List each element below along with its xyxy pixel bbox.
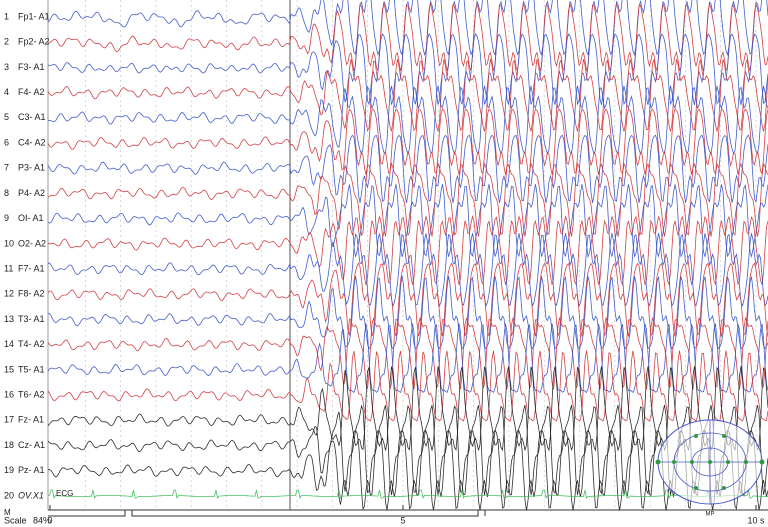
channel-number: 11 [4,263,13,273]
scale-value: 84% [33,515,51,525]
channel-label: T3- A1 [18,314,45,324]
electrode [694,434,698,438]
grid [49,0,757,510]
electrode [744,460,748,464]
head-map: MP [655,419,765,518]
channel-label: O2- A2 [18,238,46,248]
channel-number: 8 [4,188,9,198]
time-tick-label: 5 [400,515,405,525]
eeg-trace [47,184,768,259]
electrode [726,460,730,464]
eeg-trace [47,161,768,237]
channel-number: 4 [4,87,9,97]
channel-number: 10 [4,238,14,248]
eeg-trace [47,366,768,452]
channel-number: 7 [4,163,9,173]
channel-label: Fp1- A1 [18,11,50,21]
channel-number: 15 [4,364,14,374]
channel-label: C3- A1 [18,112,46,122]
channel-label: F7- A1 [18,263,45,273]
electrode [672,460,676,464]
channel-label: F8- A2 [18,289,45,299]
channel-tag: ECG [56,489,73,498]
electrode [722,434,726,438]
electrode [759,459,765,465]
eeg-trace [47,134,768,204]
channel-label: T5- A1 [18,364,45,374]
channel-labels: 0 5 10 s 1 Fp1- A1 2 Fp2- A2 3 F3- A1 4 F4- A2 5 C3-… [4,11,765,525]
eeg-trace [47,429,768,511]
eeg-trace [48,489,768,500]
eeg-trace [47,58,768,132]
event-channel [48,509,486,517]
traces [47,0,768,511]
channel-label: T4- A2 [18,339,45,349]
channel-number: 16 [4,390,14,400]
channel-number: 19 [4,465,14,475]
electrode [690,460,694,464]
channel-number: 9 [4,213,9,223]
electrode [708,460,712,464]
eeg-trace [48,2,768,72]
eeg-trace [47,108,768,176]
channel-label: F4- A2 [18,87,45,97]
eeg-trace [47,215,768,286]
channel-number: 5 [4,112,9,122]
channel-number: 12 [4,289,14,299]
marker-label: M [4,508,11,517]
head-map-label: MP [706,512,715,518]
scale-label: Scale [4,515,27,525]
eeg-trace [47,350,768,422]
channel-label: P3- A1 [18,163,45,173]
channel-label: OV.X1 [18,490,44,500]
electrode [722,486,726,490]
time-tick-label: 0 [47,515,52,525]
eeg-trace [47,316,768,390]
eeg-trace [47,404,768,496]
channel-label: C4- A2 [18,137,46,147]
channel-number: 20 [4,490,14,500]
channel-number: 1 [4,11,9,21]
channel-label: Fp2- A2 [18,37,50,47]
channel-label: T6- A2 [18,390,45,400]
channel-number: 18 [4,440,14,450]
eeg-trace [47,0,768,57]
eeg-trace [47,262,768,338]
channel-number: 3 [4,62,9,72]
electrode [694,486,698,490]
channel-label: P4- A2 [18,188,45,198]
time-tick-label: 10 s [747,515,765,525]
electrode [655,459,661,465]
channel-number: 13 [4,314,14,324]
channel-label: Fz- A1 [18,415,44,425]
channel-label: OI- A1 [18,213,44,223]
channel-number: 2 [4,37,9,47]
eeg-trace [47,323,768,394]
channel-number: 14 [4,339,14,349]
eeg-trace [47,32,768,106]
channel-number: 6 [4,137,9,147]
channel-label: Pz- A1 [18,465,45,475]
channel-label: F3- A1 [18,62,45,72]
channel-label: Cz- A1 [18,440,45,450]
channel-number: 17 [4,415,14,425]
